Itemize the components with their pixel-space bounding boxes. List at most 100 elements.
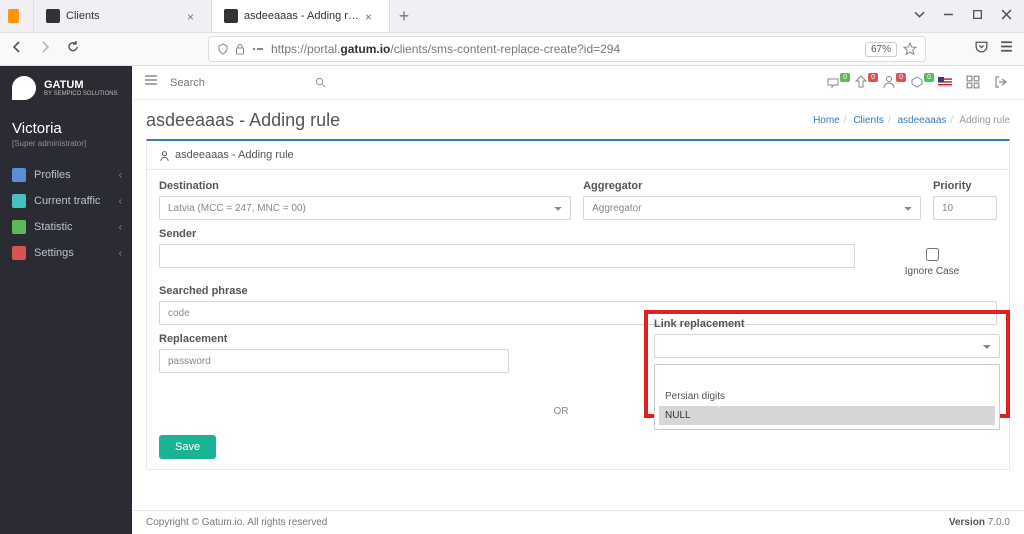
crumb-clients[interactable]: Clients [853,115,884,126]
permissions-icon [251,44,265,54]
label-destination: Destination [159,180,571,192]
crumb-current: Adding rule [959,115,1010,126]
logo-icon [12,76,36,100]
url-input[interactable]: https://portal.gatum.io/clients/sms-cont… [208,36,926,62]
notif-icon-2[interactable]: 0 [854,75,872,91]
or-separator: OR [521,406,601,423]
sidebar-item-statistic[interactable]: Statistic ‹ [0,214,132,240]
user-name: Victoria [0,108,132,139]
settings-icon [12,246,26,260]
sidebar-item-profiles[interactable]: Profiles ‹ [0,162,132,188]
main-content: 0 0 0 0 asdeeaaas - Adding rule Home/ Cl… [132,66,1024,534]
chevron-left-icon: ‹ [119,196,122,207]
lock-icon [235,43,245,55]
dropdown-option-null[interactable]: NULL [659,406,995,425]
tabs-chevron-icon[interactable] [914,7,925,25]
tab-clients[interactable]: Clients × [34,0,212,32]
footer: Copyright © Gatum.io. All rights reserve… [132,510,1024,534]
crumb-client[interactable]: asdeeaaas [897,115,946,126]
notif-badge: 0 [868,73,878,82]
panel-head-text: asdeeaaas - Adding rule [175,149,294,161]
dropdown-option-blank[interactable] [659,369,995,387]
sidebar-item-label: Current traffic [34,195,100,207]
destination-select[interactable]: Latvia (MCC = 247, MNC = 00) [159,196,571,220]
link-replacement-dropdown: Persian digits NULL [654,364,1000,430]
label-searched: Searched phrase [159,285,997,297]
save-button[interactable]: Save [159,435,216,459]
sidebar: GATUM BY SEMPICO SOLUTIONS Victoria [Sup… [0,66,132,534]
url-text: https://portal.gatum.io/clients/sms-cont… [271,42,859,56]
version: Version 7.0.0 [949,517,1010,528]
sender-input[interactable] [159,244,855,268]
lang-icon[interactable] [938,75,956,91]
ignore-case-checkbox[interactable] [926,248,939,261]
brand-text: GATUM [44,79,118,91]
traffic-icon [12,194,26,208]
tab-favicon [46,9,60,23]
new-tab-button[interactable]: + [390,6,418,27]
user-role: [Super administrator] [0,139,132,162]
sidebar-item-label: Settings [34,247,74,259]
statistic-icon [12,220,26,234]
back-icon[interactable] [10,40,24,59]
notif-icon-1[interactable]: 0 [826,75,844,91]
chevron-left-icon: ‹ [119,170,122,181]
notif-badge: 0 [924,73,934,82]
tab-title: Clients [66,10,181,22]
app-menu-icon[interactable] [999,39,1014,59]
brand: GATUM BY SEMPICO SOLUTIONS [0,76,132,108]
label-sender: Sender [159,228,855,240]
label-replacement: Replacement [159,333,509,345]
chevron-left-icon: ‹ [119,248,122,259]
close-tab-icon[interactable]: × [187,10,199,22]
address-bar: https://portal.gatum.io/clients/sms-cont… [0,33,1024,66]
tab-favicon [224,9,238,23]
label-priority: Priority [933,180,997,192]
chevron-left-icon: ‹ [119,222,122,233]
profiles-icon [12,168,26,182]
zoom-level[interactable]: 67% [865,42,897,57]
search-input[interactable] [168,73,328,93]
minimize-icon[interactable] [943,7,954,25]
sidebar-toggle-icon[interactable] [144,73,158,92]
label-aggregator: Aggregator [583,180,921,192]
label-ignore-case: Ignore Case [905,266,959,277]
notif-icon-3[interactable]: 0 [882,75,900,91]
aggregator-select[interactable]: Aggregator [583,196,921,220]
reload-icon[interactable] [66,40,80,59]
grid-icon[interactable] [966,75,984,91]
priority-input[interactable] [933,196,997,220]
logout-icon[interactable] [994,75,1012,91]
firefox-tab-indicator [0,0,34,32]
pocket-icon[interactable] [974,39,989,59]
sidebar-item-settings[interactable]: Settings ‹ [0,240,132,266]
topbar-icons: 0 0 0 0 [826,75,1012,91]
link-replacement-select[interactable] [654,334,1000,358]
tab-title: asdeeaaas - Adding rule [244,10,359,22]
sidebar-item-label: Statistic [34,221,73,233]
shield-icon [217,43,229,55]
notif-badge: 0 [896,73,906,82]
replacement-input[interactable] [159,349,509,373]
maximize-icon[interactable] [972,7,983,25]
window-controls [914,7,1024,25]
crumb-home[interactable]: Home [813,115,840,126]
firefox-icon [8,9,19,23]
bookmark-star-icon[interactable] [903,42,917,56]
forward-icon[interactable] [38,40,52,59]
tab-adding-rule[interactable]: asdeeaaas - Adding rule × [212,0,390,32]
copyright-text: Copyright © Gatum.io. All rights reserve… [146,517,327,528]
close-tab-icon[interactable]: × [365,10,377,22]
notif-icon-4[interactable]: 0 [910,75,928,91]
dropdown-option-persian[interactable]: Persian digits [659,387,995,406]
link-replacement-highlight: Link replacement Persian digits NULL [644,310,1010,418]
sidebar-item-label: Profiles [34,169,71,181]
page-header: asdeeaaas - Adding rule Home/ Clients/ a… [132,100,1024,139]
browser-tab-strip: Clients × asdeeaaas - Adding rule × + [0,0,1024,33]
close-window-icon[interactable] [1001,7,1012,25]
search-icon[interactable] [315,77,326,88]
panel-head: asdeeaaas - Adding rule [147,141,1009,170]
topbar: 0 0 0 0 [132,66,1024,100]
sidebar-item-current-traffic[interactable]: Current traffic ‹ [0,188,132,214]
user-icon [159,150,170,161]
